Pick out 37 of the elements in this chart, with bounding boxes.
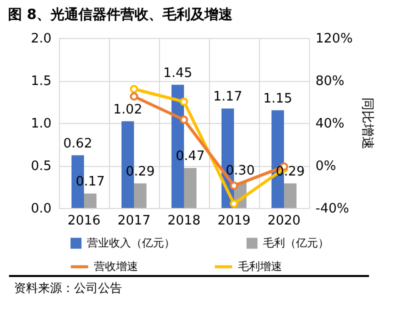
y2-tick-label: 40% — [316, 116, 344, 132]
x-tick-label: 2017 — [117, 214, 151, 228]
y-tick-label: 1.0 — [30, 116, 52, 132]
x-tick-label: 2020 — [267, 214, 301, 228]
bar — [134, 183, 146, 208]
point — [130, 84, 138, 94]
y2-tick-label: 120% — [316, 32, 353, 46]
point — [130, 92, 138, 101]
bar — [184, 168, 196, 208]
data-label: 1.02 — [113, 102, 142, 118]
x-tick-label: 2018 — [167, 214, 201, 228]
legend-label: 营业收入（亿元） — [87, 236, 175, 250]
point — [180, 98, 188, 106]
point — [230, 200, 238, 208]
chart-title: 图 8、光通信器件营收、毛利及增速 — [8, 6, 234, 23]
data-label: 1.15 — [263, 91, 292, 106]
y2-tick-label: 80% — [316, 74, 344, 89]
data-label: 1.17 — [213, 90, 242, 105]
data-label: 0.62 — [63, 136, 92, 152]
point — [180, 116, 188, 124]
legend-label: 毛利（亿元） — [263, 236, 329, 250]
legend-label: 营收增速 — [94, 260, 138, 273]
y-tick-label: 0.0 — [30, 202, 52, 216]
y2-tick-label: 0% — [316, 159, 336, 174]
x-tick-label: 2019 — [217, 214, 251, 228]
y-tick-label: 2.0 — [30, 32, 52, 46]
bar — [284, 183, 296, 208]
text: 资料来源：公司公告 — [14, 281, 122, 295]
legend-label: 毛利增速 — [238, 260, 282, 273]
point — [230, 182, 238, 190]
y-tick-label: 0.5 — [30, 159, 52, 174]
data-label: 1.45 — [163, 66, 192, 81]
y2-tick-label: -40% — [316, 202, 350, 216]
y2-axis-title: 同比增速 — [360, 98, 375, 150]
y-tick-label: 1.5 — [30, 74, 52, 89]
bar — [84, 194, 96, 208]
x-tick-label: 2016 — [67, 214, 101, 228]
